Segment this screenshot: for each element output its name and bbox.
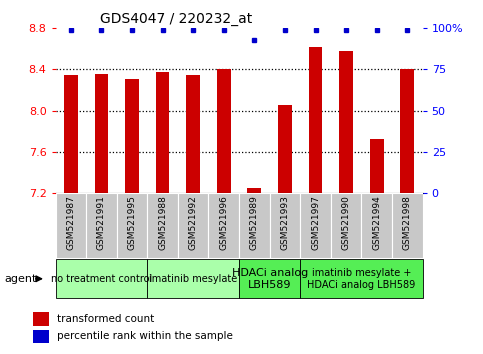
- Bar: [392, 193, 423, 258]
- Text: imatinib mesylate: imatinib mesylate: [149, 274, 237, 284]
- Bar: [370, 139, 384, 193]
- Text: agent: agent: [5, 274, 37, 284]
- Text: GSM521996: GSM521996: [219, 195, 228, 250]
- Text: GSM521989: GSM521989: [250, 195, 259, 250]
- Text: GSM521991: GSM521991: [97, 195, 106, 250]
- Text: transformed count: transformed count: [57, 314, 155, 324]
- Bar: [300, 259, 423, 298]
- Bar: [56, 259, 147, 298]
- Bar: [95, 74, 108, 193]
- Bar: [209, 193, 239, 258]
- Text: GSM521987: GSM521987: [66, 195, 75, 250]
- Text: GDS4047 / 220232_at: GDS4047 / 220232_at: [99, 12, 252, 26]
- Bar: [270, 193, 300, 258]
- Bar: [186, 75, 200, 193]
- Bar: [178, 193, 209, 258]
- Text: HDACi analog
LBH589: HDACi analog LBH589: [231, 268, 308, 290]
- Bar: [147, 193, 178, 258]
- Text: GSM521994: GSM521994: [372, 195, 381, 250]
- Bar: [33, 312, 49, 326]
- Bar: [117, 193, 147, 258]
- Bar: [239, 193, 270, 258]
- Text: imatinib mesylate +
HDACi analog LBH589: imatinib mesylate + HDACi analog LBH589: [307, 268, 415, 290]
- Bar: [239, 259, 300, 298]
- Bar: [339, 51, 353, 193]
- Bar: [331, 193, 361, 258]
- Text: GSM521988: GSM521988: [158, 195, 167, 250]
- Text: GSM521992: GSM521992: [189, 195, 198, 250]
- Bar: [309, 47, 323, 193]
- Text: GSM521993: GSM521993: [281, 195, 289, 250]
- Bar: [361, 193, 392, 258]
- Bar: [217, 69, 231, 193]
- Bar: [147, 259, 239, 298]
- Text: GSM521990: GSM521990: [341, 195, 351, 250]
- Text: GSM521998: GSM521998: [403, 195, 412, 250]
- Bar: [300, 193, 331, 258]
- Bar: [64, 75, 78, 193]
- Bar: [56, 193, 86, 258]
- Text: GSM521995: GSM521995: [128, 195, 137, 250]
- Bar: [86, 193, 117, 258]
- Bar: [125, 79, 139, 193]
- Bar: [33, 330, 49, 343]
- Text: percentile rank within the sample: percentile rank within the sample: [57, 331, 233, 341]
- Text: no treatment control: no treatment control: [51, 274, 152, 284]
- Bar: [400, 69, 414, 193]
- Bar: [156, 72, 170, 193]
- Text: GSM521997: GSM521997: [311, 195, 320, 250]
- Bar: [247, 188, 261, 193]
- Bar: [278, 105, 292, 193]
